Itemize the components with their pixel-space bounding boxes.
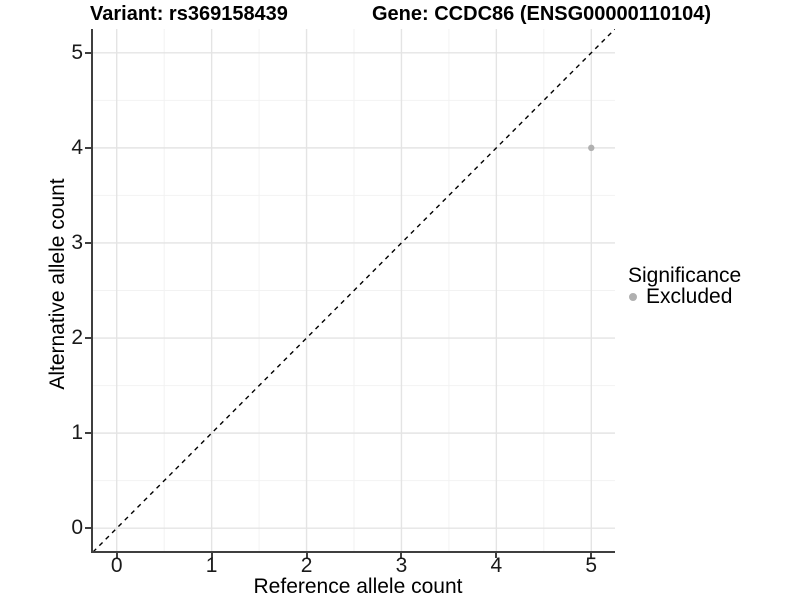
legend-point-icon xyxy=(629,293,637,301)
x-axis-title: Reference allele count xyxy=(253,575,463,598)
plot-panel xyxy=(93,29,615,552)
y-tick-mark xyxy=(85,51,91,54)
x-tick-label: 0 xyxy=(110,554,123,577)
x-tick-mark xyxy=(495,553,498,558)
y-tick-mark xyxy=(85,432,91,435)
y-tick-label: 4 xyxy=(71,135,83,159)
y-tick-label: 3 xyxy=(71,230,83,254)
y-axis-title: Alternative allele count xyxy=(46,178,69,390)
y-tick-mark xyxy=(85,241,91,244)
data-point xyxy=(588,144,595,152)
legend-item-excluded: Excluded xyxy=(628,285,741,308)
x-tick-label: 4 xyxy=(490,554,503,577)
y-axis-line xyxy=(91,29,93,553)
y-tick-label: 2 xyxy=(71,326,83,350)
x-tick-label: 5 xyxy=(585,554,598,577)
legend-title: Significance xyxy=(628,264,742,287)
x-tick-mark xyxy=(590,553,593,558)
plot-title-variant: Variant: rs369158439 xyxy=(90,3,288,25)
y-tick-mark xyxy=(85,337,91,340)
x-tick-label: 2 xyxy=(300,554,313,577)
y-tick-mark xyxy=(85,527,91,530)
x-tick-mark xyxy=(305,553,308,558)
y-tick-label: 0 xyxy=(71,516,83,540)
plot-title-gene: Gene: CCDC86 (ENSG00000110104) xyxy=(372,3,712,25)
y-tick-mark xyxy=(85,146,91,149)
y-tick-label: 5 xyxy=(71,40,83,64)
legend: Significance Excluded xyxy=(628,264,741,307)
x-axis-line xyxy=(91,551,615,553)
x-tick-label: 3 xyxy=(395,554,408,577)
x-tick-mark xyxy=(400,553,403,558)
identity-dashed-line xyxy=(93,29,615,552)
x-tick-mark xyxy=(115,553,118,558)
legend-item-label: Excluded xyxy=(646,285,733,308)
x-tick-label: 1 xyxy=(205,554,218,577)
y-tick-label: 1 xyxy=(71,421,83,445)
x-tick-mark xyxy=(210,553,213,558)
